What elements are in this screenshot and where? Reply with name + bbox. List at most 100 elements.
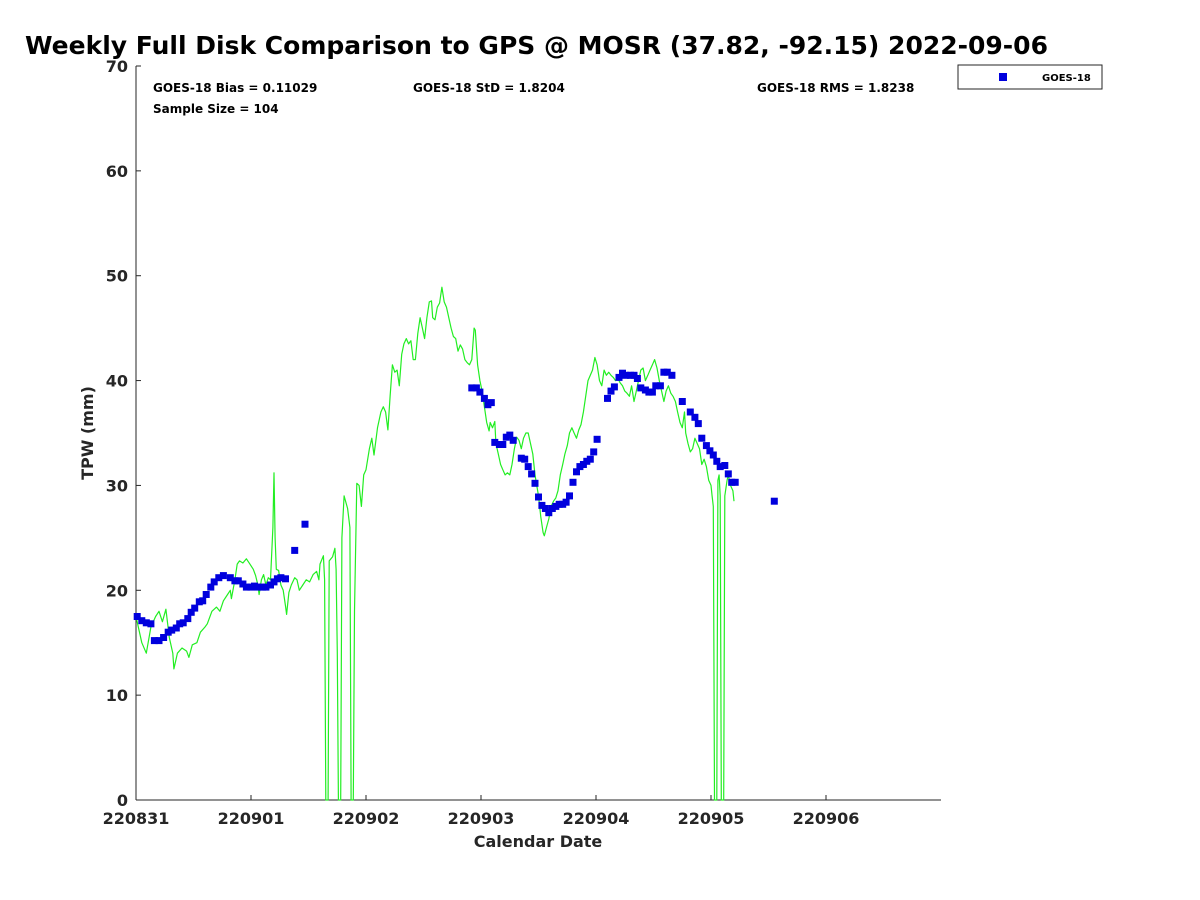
goes-18-point xyxy=(210,578,218,586)
goes-18-point xyxy=(573,468,580,476)
goes-18-point xyxy=(615,373,623,381)
goes-18-point xyxy=(706,447,714,455)
goes-18-point xyxy=(622,371,630,379)
x-axis-ticks: 220831 220901 220902 220903 220904 220905 2209… xyxy=(103,795,860,828)
x-tick-label: 220902 xyxy=(333,809,400,828)
goes-18-point xyxy=(215,574,223,582)
goes-18-point xyxy=(207,583,215,591)
goes-18-point xyxy=(226,574,234,582)
goes-18-point xyxy=(691,413,699,421)
plot-area xyxy=(133,286,778,801)
goes-18-point xyxy=(234,577,242,585)
x-tick-label: 220903 xyxy=(448,809,515,828)
goes-18-point xyxy=(668,371,676,379)
sample-size-annotation: Sample Size = 104 xyxy=(153,102,279,116)
goes-18-point xyxy=(184,615,192,623)
goes-18-point xyxy=(242,583,250,591)
y-tick-label: 0 xyxy=(117,791,128,810)
goes-18-point xyxy=(586,455,594,463)
goes-18-point xyxy=(179,619,187,627)
goes-18-point xyxy=(731,478,739,486)
goes-18-point xyxy=(291,546,299,554)
goes-18-point xyxy=(282,575,289,583)
goes-18-point xyxy=(610,383,618,391)
goes-18-point xyxy=(506,431,514,439)
goes-18-point xyxy=(509,436,517,444)
goes-18-point xyxy=(155,637,163,645)
goes-18-point xyxy=(604,394,611,402)
y-tick-label: 50 xyxy=(106,267,128,286)
goes-18-point xyxy=(219,572,227,580)
goes-18-point xyxy=(254,583,262,591)
goes-18-point xyxy=(168,626,176,634)
goes-18-point xyxy=(590,448,598,456)
gps-series-line xyxy=(135,286,735,801)
y-tick-label: 30 xyxy=(106,476,128,495)
goes-18-point xyxy=(721,462,729,469)
x-axis-label: Calendar Date xyxy=(474,832,603,851)
goes-18-point xyxy=(301,520,309,528)
goes-18-point xyxy=(713,457,721,465)
goes-18-point xyxy=(648,388,656,396)
goes-18-point xyxy=(476,388,484,396)
bias-annotation: GOES-18 Bias = 0.11029 xyxy=(153,81,317,95)
y-axis-label: TPW (mm) xyxy=(78,386,97,480)
goes-18-point xyxy=(724,470,732,478)
y-tick-label: 40 xyxy=(106,372,128,391)
goes-18-point xyxy=(593,435,601,443)
x-tick-label: 220831 xyxy=(103,809,170,828)
y-tick-label: 10 xyxy=(106,686,128,705)
goes-18-point xyxy=(172,624,180,632)
goes-18-point xyxy=(521,455,529,463)
y-axis-ticks: 0 10 20 30 40 50 60 70 xyxy=(106,57,141,810)
goes-18-point xyxy=(716,463,724,471)
goes-18-point xyxy=(545,509,553,517)
goes-18-point xyxy=(528,470,536,478)
goes-18-point xyxy=(562,498,570,506)
goes-18-point xyxy=(142,619,150,627)
goes-18-point xyxy=(262,583,270,591)
goes-18-point xyxy=(499,441,507,448)
goes-18-point xyxy=(472,384,480,392)
goes-18-point xyxy=(678,398,686,405)
goes-18-point xyxy=(633,375,641,382)
goes-18-point xyxy=(652,382,660,390)
goes-18-point xyxy=(569,478,577,486)
goes-18-point xyxy=(637,384,645,392)
legend: GOES-18 xyxy=(957,64,1103,90)
legend-marker-goes-18 xyxy=(999,73,1007,81)
goes-18-point xyxy=(541,505,549,512)
goes-18-point xyxy=(702,442,710,450)
x-tick-label: 220906 xyxy=(793,809,860,828)
x-tick-label: 220901 xyxy=(218,809,285,828)
goes-18-point xyxy=(138,617,146,625)
goes-18-point xyxy=(187,608,195,616)
goes-18-point xyxy=(607,387,615,395)
goes-18-point xyxy=(686,408,694,416)
goes-18-point xyxy=(694,420,702,428)
goes-18-point xyxy=(480,394,488,402)
goes-18-point xyxy=(531,479,539,487)
y-tick-label: 70 xyxy=(106,57,128,76)
rms-annotation: GOES-18 RMS = 1.8238 xyxy=(757,81,914,95)
goes-18-point xyxy=(202,591,210,598)
goes-18-point xyxy=(491,438,499,446)
goes-18-point xyxy=(150,637,158,645)
std-annotation: GOES-18 StD = 1.8204 xyxy=(413,81,565,95)
y-tick-label: 60 xyxy=(106,162,128,181)
legend-label-goes-18: GOES-18 xyxy=(1042,73,1091,84)
goes-18-point xyxy=(277,574,285,582)
goes-18-point xyxy=(656,382,664,390)
goes-18-point xyxy=(133,613,141,620)
goes-18-point xyxy=(698,434,706,442)
goes-18-point xyxy=(160,634,168,641)
goes-18-point xyxy=(487,399,495,407)
goes-18-point xyxy=(709,451,717,459)
y-tick-label: 20 xyxy=(106,581,128,600)
chart-title: Weekly Full Disk Comparison to GPS @ MOS… xyxy=(25,31,1048,60)
goes-18-point xyxy=(468,384,476,392)
goes-18-point xyxy=(199,597,207,605)
goes-18-point xyxy=(191,604,199,612)
